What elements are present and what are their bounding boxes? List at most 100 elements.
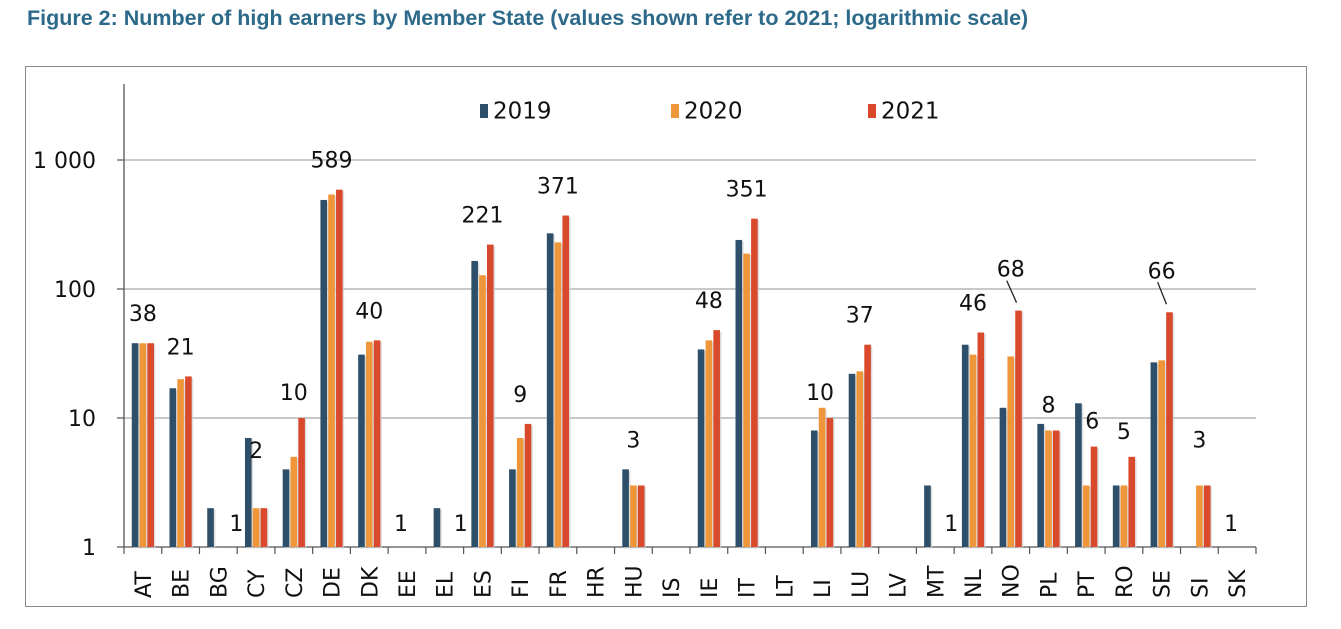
data-label-lu: 37 [846,304,874,329]
x-category-label: DK [358,566,383,598]
bar-2021-ro [1128,456,1136,547]
bar-2020-cy [252,508,260,547]
x-category-label: SI [1188,578,1213,598]
legend-item-2021: 2021 [868,99,940,125]
x-category-label: EE [396,570,421,598]
x-category-label: PL [1037,572,1062,598]
bar-2020-at [139,343,147,547]
bar-2021-dk [373,340,381,547]
legend-swatch [868,104,876,118]
bar-2019-fr [546,233,554,548]
bar-2020-fr [554,242,562,548]
data-label-sk: 1 [1224,512,1238,537]
bar-2019-cz [282,469,290,547]
data-label-ro: 5 [1117,420,1131,445]
data-label-ie: 48 [695,289,723,314]
legend-item-2020: 2020 [671,99,743,125]
data-label-cy: 2 [249,439,263,464]
data-label-hu: 3 [626,428,640,453]
bar-2019-lu [848,373,856,547]
data-label-fr: 371 [537,175,579,200]
bar-2021-cy [260,508,268,547]
legend-swatch [480,104,488,118]
data-label-ee: 1 [394,512,408,537]
x-category-label: LV [887,573,912,598]
data-label-it: 351 [726,178,768,203]
bar-2021-pl [1052,430,1060,547]
bar-2021-ie [713,330,720,547]
bar-2020-no [1007,356,1015,547]
bar-2021-lu [864,344,871,547]
bar-2021-no [1015,310,1022,547]
bar-2019-hu [622,469,629,547]
x-category-label: SE [1151,570,1176,598]
bar-2021-at [147,343,154,547]
bar-2020-ro [1120,485,1128,547]
data-label-li: 10 [806,381,834,406]
bar-2020-dk [365,341,373,547]
x-category-label: DE [321,567,346,598]
x-category-label: CZ [283,568,308,598]
figure-title: Figure 2: Number of high earners by Memb… [27,6,1029,30]
bar-2021-si [1203,485,1211,547]
x-category-label: MT [924,565,949,598]
x-category-label: PT [1075,571,1100,598]
x-category-label: FI [509,579,534,598]
bar-2021-se [1166,312,1173,547]
y-tick-label: 10 [68,407,96,432]
bar-2019-bg [207,508,214,547]
bar-2019-ro [1112,485,1120,547]
bar-2020-de [328,194,335,547]
bar-2019-no [999,407,1007,547]
data-label-dk: 40 [355,299,383,324]
data-label-nl: 46 [959,292,987,317]
bar-2019-at [131,343,139,547]
bar-2020-be [177,379,184,547]
data-label-se: 66 [1148,259,1176,284]
bar-2019-it [735,239,743,547]
bar-2020-ie [705,340,713,547]
bar-2020-pt [1082,485,1090,547]
bar-2020-cz [290,456,298,547]
y-tick-label: 1 [82,536,96,561]
bar-2020-pl [1045,430,1052,547]
bar-2021-li [826,418,834,547]
bar-2019-cy [244,437,252,547]
x-category-label: IT [736,578,761,598]
y-tick-label: 1 000 [33,149,96,174]
bar-2019-nl [961,344,969,547]
bar-2021-fr [562,215,570,547]
x-category-label: FR [547,570,572,598]
bar-2021-nl [977,332,985,547]
legend-swatch [671,104,679,118]
x-category-label: SK [1226,569,1251,598]
bar-2019-el [433,508,441,547]
bar-2020-fi [516,437,524,547]
data-label-de: 589 [311,149,353,174]
data-label-at: 38 [129,302,157,327]
x-category-label: NL [962,569,987,598]
x-category-label: LT [773,575,798,598]
x-category-label: BE [170,569,195,598]
bar-2019-pl [1037,423,1044,547]
bar-2021-cz [298,418,305,547]
x-category-label: BG [207,566,232,598]
bar-2021-it [751,218,758,547]
bar-2020-si [1196,485,1203,547]
bar-2021-be [185,376,192,547]
bar-2020-lu [856,371,864,547]
x-category-label: RO [1113,565,1138,598]
bar-2020-li [818,407,826,547]
bar-2019-li [810,430,818,547]
bar-2019-dk [358,354,365,547]
data-label-no: 68 [997,258,1025,283]
bar-2019-es [471,260,478,547]
x-category-label: LI [811,579,836,598]
x-category-label: HU [622,565,647,598]
bar-2019-de [320,199,328,547]
x-category-label: EL [434,571,459,598]
data-label-be: 21 [167,335,195,360]
bar-2021-es [486,244,494,547]
x-category-label: NO [1000,564,1025,598]
x-category-label: LU [849,571,874,598]
